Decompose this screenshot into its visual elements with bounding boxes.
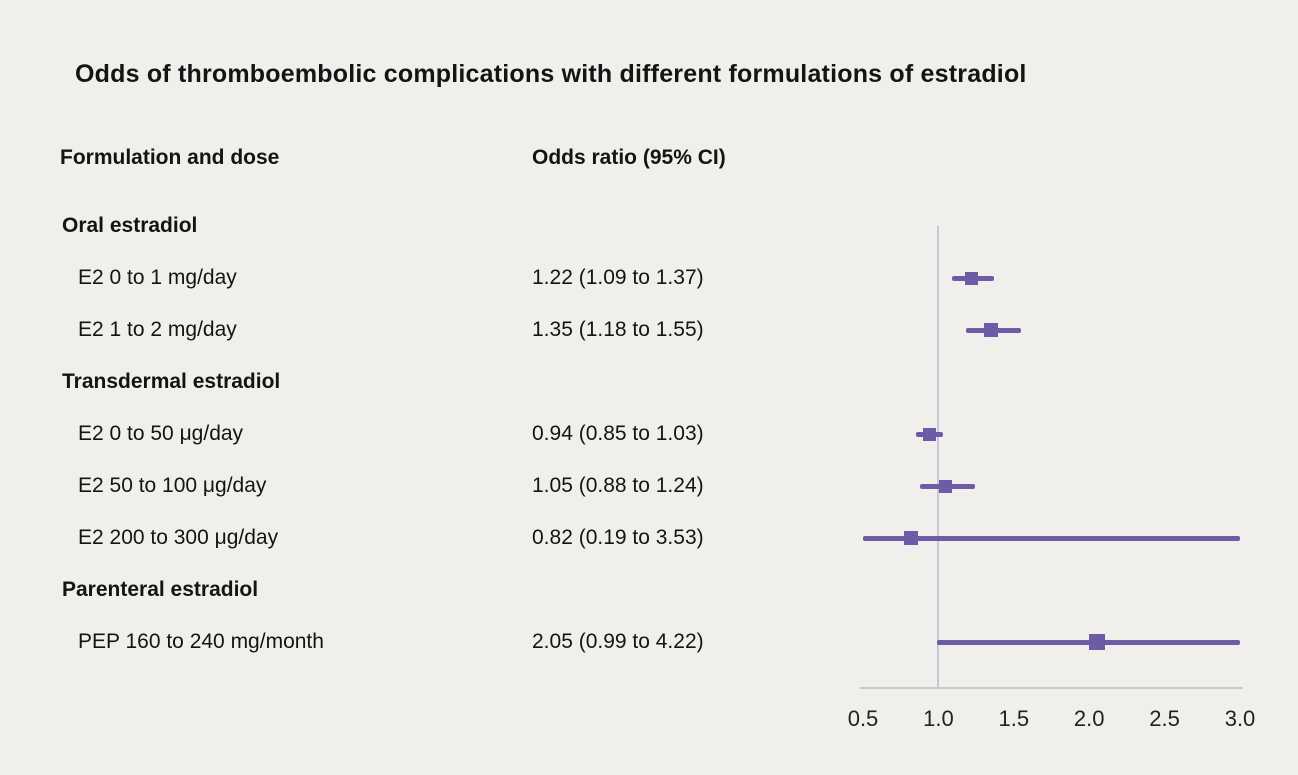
row-odds-ratio-value: 1.35 (1.18 to 1.55) [532,318,704,341]
x-axis-tick-label: 1.5 [998,706,1030,731]
point-estimate-marker [965,271,979,285]
column-header-odds-ratio: Odds ratio (95% CI) [532,146,726,169]
point-estimate-marker [984,323,999,337]
row-label: Oral estradiol [62,214,198,237]
confidence-interval-line [936,639,1240,645]
confidence-interval-line [863,535,1240,541]
row-odds-ratio-value: 1.22 (1.09 to 1.37) [532,266,704,289]
data-row: E2 0 to 1 mg/day 1.22 (1.09 to 1.37) [0,252,1298,304]
column-header-formulation: Formulation and dose [60,146,280,169]
group-header-row: Parenteral estradiol [0,564,1298,616]
forest-rows: Oral estradiol E2 0 to 1 mg/day 1.22 (1.09… [0,200,1298,668]
row-label: E2 0 to 50 μg/day [78,422,244,445]
point-estimate-marker [939,479,953,493]
x-axis-tick-label: 1.0 [923,706,954,731]
group-header-row: Transdermal estradiol [0,356,1298,408]
data-row: PEP 160 to 240 mg/month 2.05 (0.99 to 4.2… [0,616,1298,668]
reference-line [937,226,940,688]
data-row: E2 0 to 50 μg/day 0.94 (0.85 to 1.03) [0,408,1298,460]
group-header-row: Oral estradiol [0,200,1298,252]
row-label: PEP 160 to 240 mg/month [78,630,324,653]
row-odds-ratio-value: 1.05 (0.88 to 1.24) [532,474,704,497]
point-estimate-marker [904,531,919,545]
point-estimate-marker [1088,634,1105,650]
row-label: Transdermal estradiol [62,370,281,393]
x-axis-line [860,687,1243,689]
x-axis-tick-label: 2.0 [1073,706,1105,731]
point-estimate-marker [922,427,936,441]
data-row: E2 200 to 300 μg/day 0.82 (0.19 to 3.53) [0,512,1298,564]
data-row: E2 50 to 100 μg/day 1.05 (0.88 to 1.24) [0,460,1298,512]
row-odds-ratio-value: 0.82 (0.19 to 3.53) [532,526,704,549]
chart-title: Odds of thromboembolic complications wit… [75,60,1027,88]
data-row: E2 1 to 2 mg/day 1.35 (1.18 to 1.55) [0,304,1298,356]
row-odds-ratio-value: 2.05 (0.99 to 4.22) [532,630,704,653]
row-odds-ratio-value: 0.94 (0.85 to 1.03) [532,422,704,445]
x-axis-tick-label: 3.0 [1224,706,1256,731]
row-label: E2 0 to 1 mg/day [78,266,237,289]
row-label: E2 200 to 300 μg/day [78,526,279,549]
row-label: E2 50 to 100 μg/day [78,474,267,497]
x-axis-tick-label: 2.5 [1149,706,1180,731]
x-axis-tick-label: 0.5 [847,706,879,731]
row-label: Parenteral estradiol [62,578,259,601]
row-label: E2 1 to 2 mg/day [78,318,237,341]
